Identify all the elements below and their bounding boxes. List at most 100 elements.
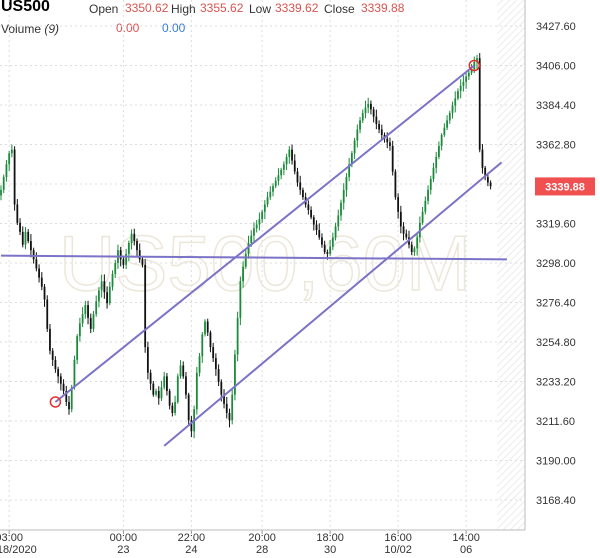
low-value: 3339.62 [275, 1, 319, 15]
candle-body [424, 200, 427, 212]
candle-body [209, 332, 212, 348]
future-area [497, 0, 525, 530]
candle-body [125, 253, 128, 265]
candle-body [389, 142, 391, 146]
candle-body [179, 365, 182, 377]
x-tick-time: 16:00 [384, 532, 412, 544]
candle-body [187, 394, 190, 421]
candle-body [386, 138, 389, 143]
candle-body [8, 153, 11, 165]
candle-body [176, 376, 179, 402]
low-label: Low [249, 2, 272, 16]
x-tick-date: 28 [256, 544, 268, 556]
candle-body [114, 263, 117, 274]
candle-body [277, 175, 280, 181]
candle-body [484, 167, 487, 178]
candle-body [375, 116, 378, 125]
candle-body [315, 224, 318, 231]
candle-body [405, 233, 408, 238]
candle-body [49, 328, 51, 351]
trendline[interactable] [163, 161, 503, 447]
x-tick-time: 20:00 [248, 532, 276, 544]
candle-body [318, 230, 321, 238]
candle-body [282, 164, 285, 170]
candle-body [272, 186, 274, 192]
candle-body [293, 160, 296, 172]
candle-body [416, 237, 419, 249]
y-tick-label: 3384.40 [536, 100, 576, 112]
candle-body [103, 281, 106, 293]
candle-body [432, 167, 435, 179]
trendline[interactable] [54, 64, 475, 403]
candle-body [168, 391, 171, 406]
x-tick-date: 10/02 [384, 544, 412, 556]
candle-body [274, 180, 277, 187]
candle-body [21, 231, 24, 245]
y-tick-label: 3427.60 [536, 21, 576, 33]
candle-body [127, 242, 130, 254]
candle-body [62, 383, 65, 392]
candle-body [429, 178, 432, 190]
candle-body [359, 120, 361, 130]
candle-body [152, 383, 155, 395]
y-tick-label: 3319.60 [536, 219, 576, 231]
candle-body [220, 381, 223, 395]
candle-body [302, 189, 304, 198]
candle-body [0, 189, 2, 196]
candle-body [299, 182, 302, 190]
candle-body [372, 109, 375, 117]
candle-body [141, 259, 144, 265]
candle-body [342, 189, 345, 203]
candle-body [329, 246, 332, 254]
candle-body [361, 113, 364, 121]
last-price-label: 3339.88 [545, 181, 585, 193]
candle-body [174, 401, 176, 413]
candle-body [427, 189, 429, 201]
candle-body [223, 394, 225, 404]
candle-body [435, 156, 438, 168]
candle-body [489, 182, 492, 187]
candle-body [448, 113, 451, 121]
candle-body [81, 314, 84, 324]
y-tick-label: 3298.00 [536, 258, 576, 270]
candle-body [217, 369, 220, 382]
candle-body [144, 264, 147, 348]
x-tick-time: 14:00 [452, 532, 480, 544]
candle-body [228, 412, 231, 421]
candle-body [212, 347, 215, 359]
candle-body [43, 286, 46, 300]
candle-body [40, 277, 43, 287]
candle-body [263, 204, 266, 212]
candle-body [78, 323, 81, 337]
x-tick-time: 18:00 [316, 532, 344, 544]
candle-body [486, 177, 489, 183]
candle-body [30, 241, 32, 251]
candle-body [225, 403, 228, 413]
candle-body [5, 164, 8, 178]
candle-body [459, 85, 462, 92]
candle-body [204, 321, 206, 335]
trendline[interactable] [0, 254, 507, 261]
candle-body [89, 317, 92, 329]
y-tick-label: 3406.00 [536, 61, 576, 73]
candle-body [331, 237, 334, 247]
candle-body [478, 58, 481, 150]
candle-body [421, 211, 424, 223]
candle-body [239, 281, 242, 318]
candle-body [348, 164, 351, 178]
candle-body [410, 244, 413, 253]
anchor-marker[interactable] [49, 396, 62, 408]
candle-body [214, 358, 217, 370]
candle-body [451, 105, 454, 114]
anchor-marker[interactable] [468, 59, 481, 72]
candle-body [470, 69, 473, 73]
candle-body [24, 231, 27, 245]
candle-body [76, 336, 79, 360]
candle-body [195, 372, 198, 410]
candle-body [234, 354, 236, 395]
symbol-name[interactable]: US500 [1, 0, 50, 15]
candle-body [190, 420, 193, 432]
y-tick-label: 3168.40 [536, 495, 576, 507]
open-value: 3350.62 [125, 1, 169, 15]
